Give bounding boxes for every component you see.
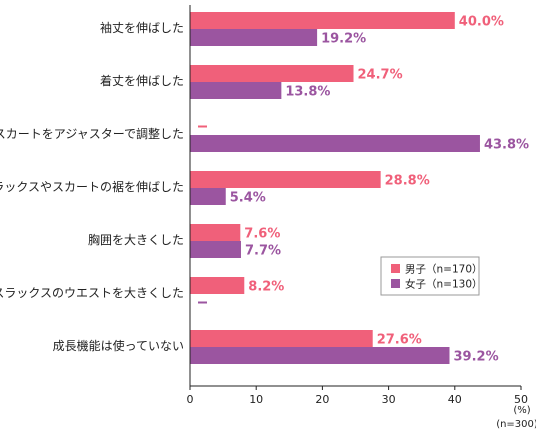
bar <box>190 82 282 99</box>
value-label: 5.4% <box>230 191 266 206</box>
bars <box>190 12 480 364</box>
x-tick-label: 50 <box>514 393 528 406</box>
category-labels: 袖丈を伸ばした着丈を伸ばしたスカートをアジャスターで調整したスラックスやスカート… <box>0 20 184 353</box>
bar <box>190 347 450 364</box>
bar <box>190 29 318 46</box>
bar <box>190 277 245 294</box>
value-label: 7.6% <box>244 227 280 242</box>
legend-box <box>380 256 480 296</box>
legend-label: 女子（n=130） <box>405 278 483 291</box>
x-tick-label: 10 <box>249 393 263 406</box>
value-label: 40.0% <box>459 15 504 30</box>
x-tick-label: 30 <box>382 393 396 406</box>
value-label: 28.8% <box>385 174 430 189</box>
bar <box>190 171 381 188</box>
value-label: 27.6% <box>377 333 422 348</box>
category-label: スカートをアジャスターで調整した <box>0 126 184 141</box>
value-label: 24.7% <box>358 68 403 83</box>
value-label: 13.8% <box>285 85 330 100</box>
value-label: 8.2% <box>248 280 284 295</box>
value-label: 43.8% <box>484 138 529 153</box>
x-axis-unit: (%) <box>513 405 530 416</box>
value-label: 7.7% <box>245 244 281 259</box>
sample-size-note: (n=300) <box>496 419 536 430</box>
bar <box>190 330 373 347</box>
category-label: スラックスやスカートの裾を伸ばした <box>0 179 184 194</box>
bar <box>190 65 354 82</box>
category-label: 着丈を伸ばした <box>100 73 184 88</box>
x-tick-label: 20 <box>315 393 329 406</box>
bar <box>190 241 241 258</box>
value-label: 19.2% <box>321 32 366 47</box>
value-label: 39.2% <box>454 350 499 365</box>
legend-label: 男子（n=170） <box>405 264 483 276</box>
category-label: 袖丈を伸ばした <box>100 20 184 35</box>
legend-swatch <box>391 264 400 273</box>
x-tick-label: 0 <box>187 393 194 406</box>
category-label: 成長機能は使っていない <box>53 338 184 353</box>
bar <box>190 12 455 29</box>
value-labels: 40.0% 19.2% 24.7% 13.8% 43.8% 28.8% 5.4% 7.6% 7.… <box>230 15 529 365</box>
bar <box>190 224 241 241</box>
x-tick-label: 40 <box>448 393 462 406</box>
bar <box>190 135 480 152</box>
no-value-dash <box>198 125 207 128</box>
x-axis-ticks: 0 10 20 30 40 50 <box>187 386 528 406</box>
legend-swatch <box>391 279 400 288</box>
no-value-dash <box>198 301 207 304</box>
bar <box>190 188 226 205</box>
legend: 男子（n=170） 女子（n=130） <box>380 256 483 296</box>
category-label: 胸囲を大きくした <box>88 232 184 247</box>
category-label: スラックスのウエストを大きくした <box>0 286 184 300</box>
